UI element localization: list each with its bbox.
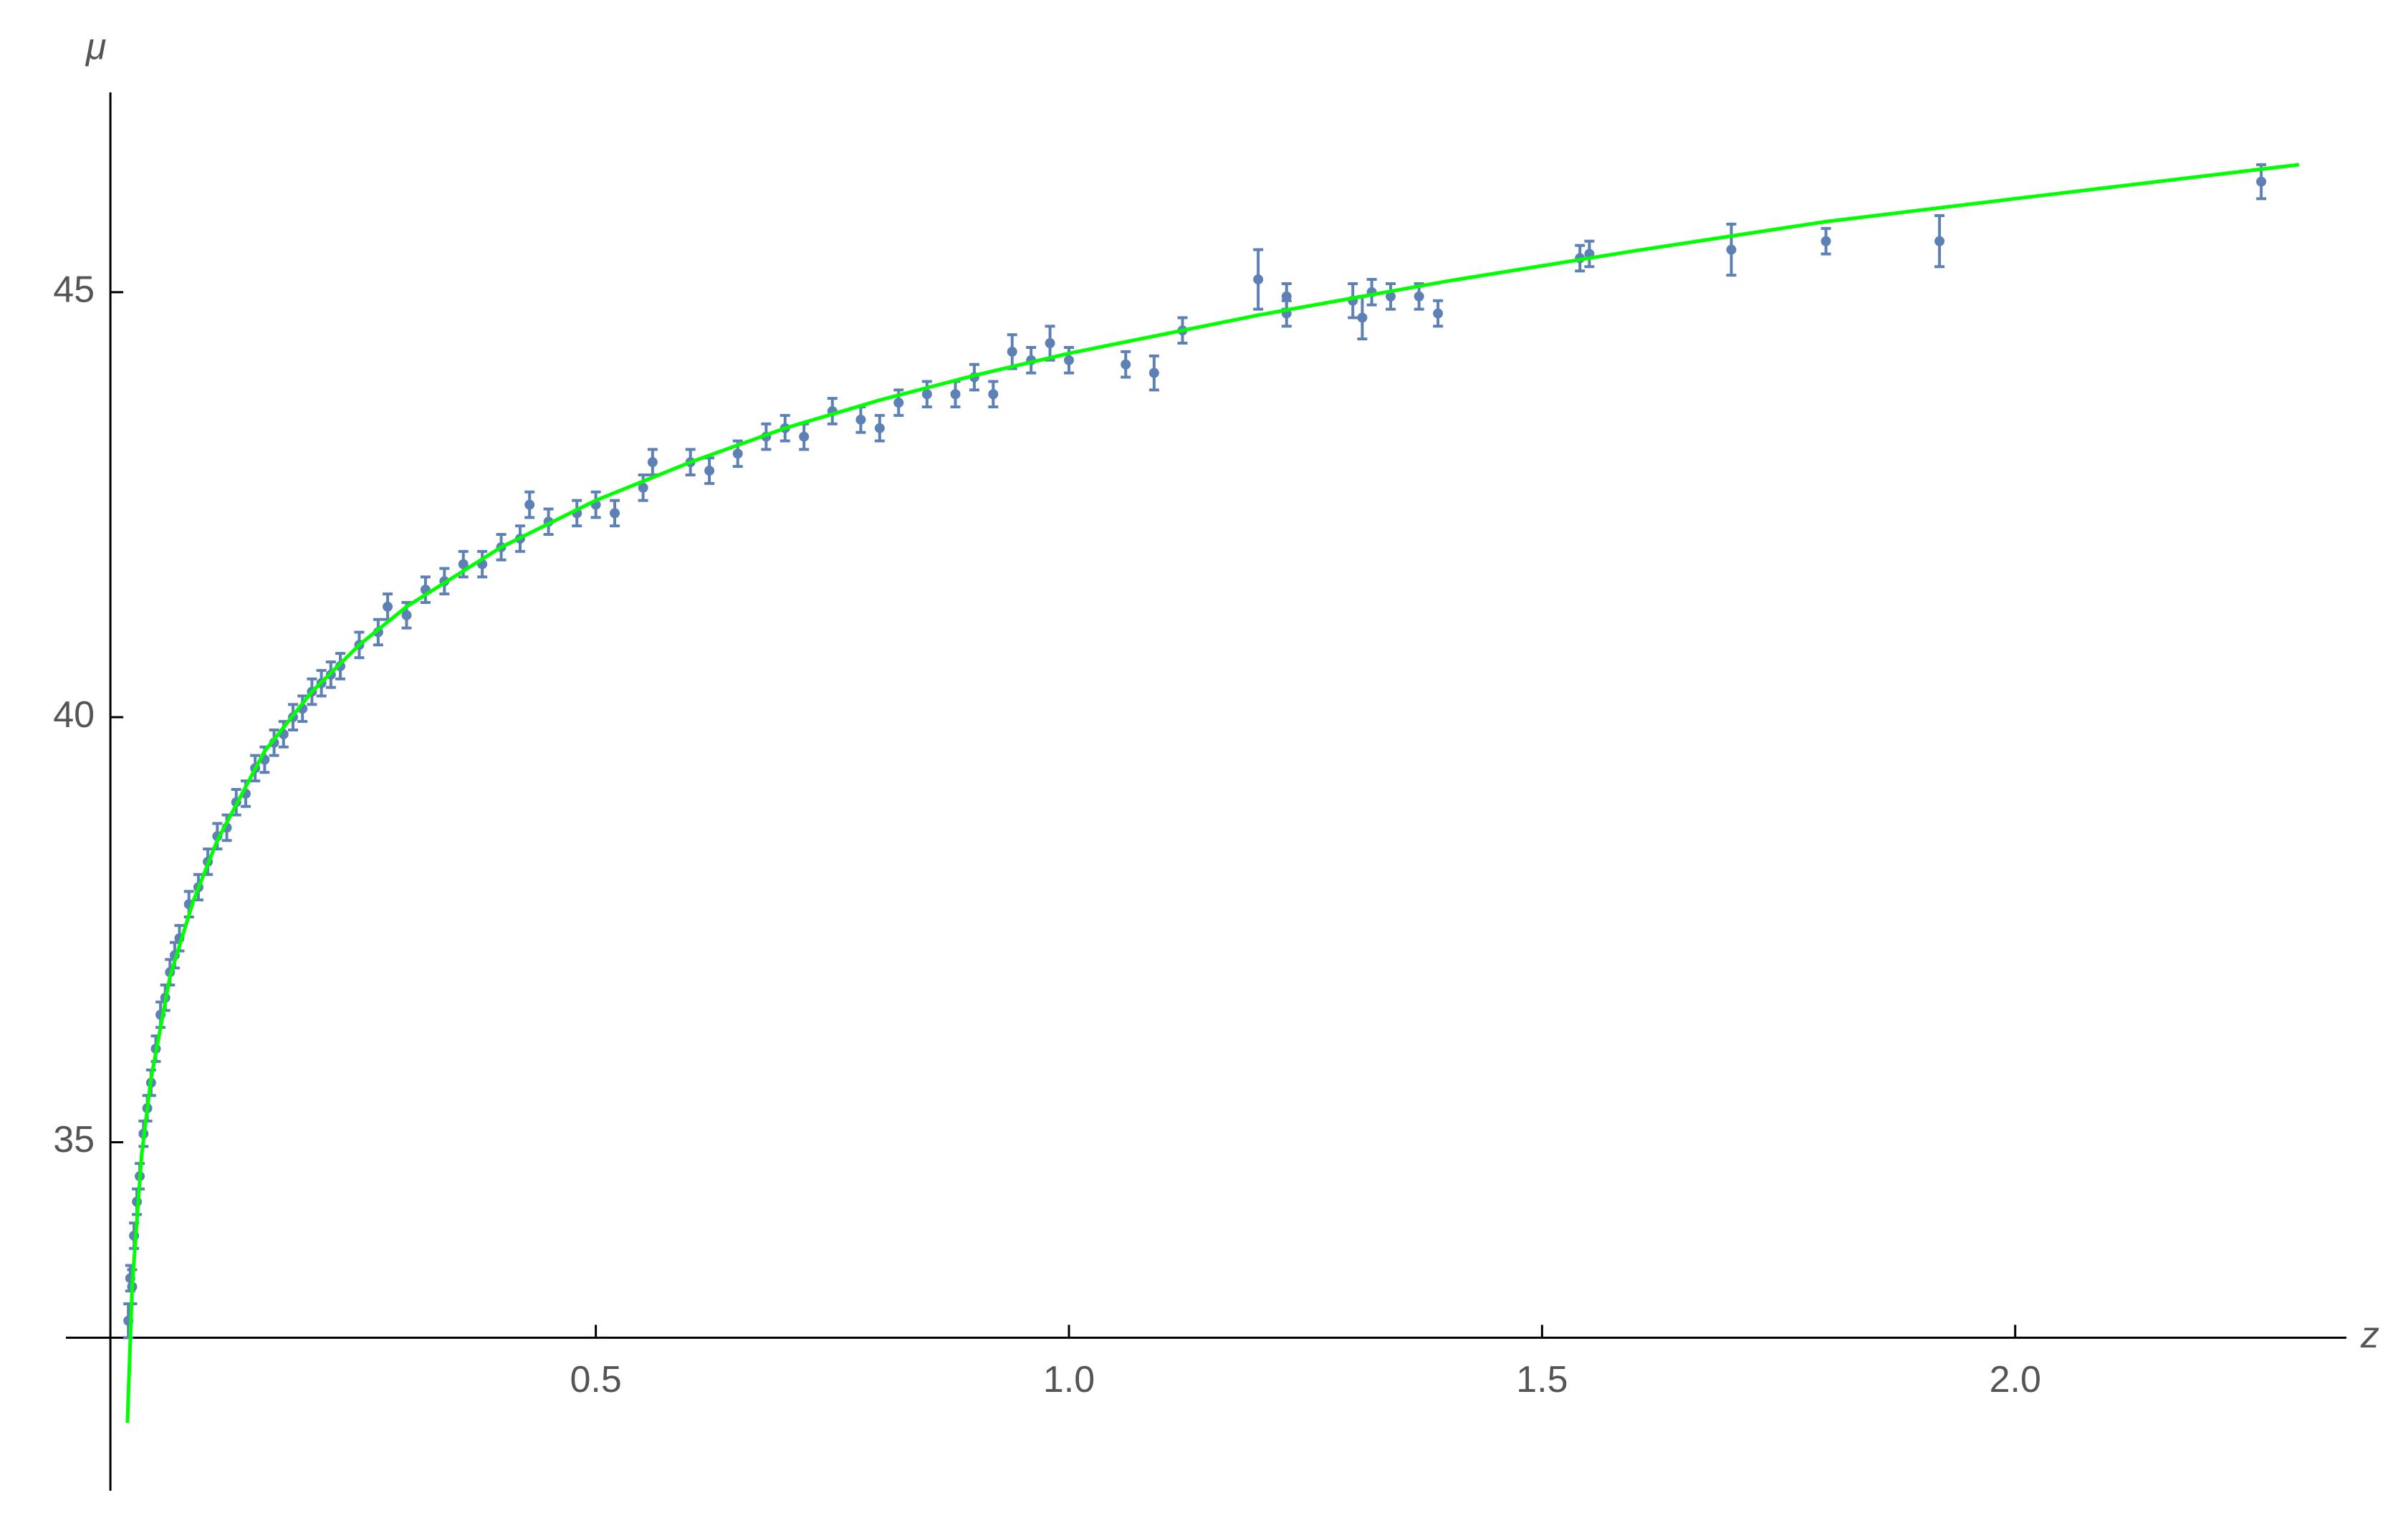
- data-point: [732, 448, 743, 459]
- x-axis-label: z: [2360, 1315, 2379, 1356]
- y-tick-label: 35: [53, 1119, 95, 1161]
- data-point: [638, 482, 648, 493]
- y-tick-label: 40: [53, 694, 95, 736]
- data-point: [610, 508, 620, 519]
- data-point: [401, 610, 412, 620]
- data-point: [1934, 236, 1945, 246]
- data-point: [1821, 236, 1831, 246]
- data-point: [1726, 244, 1737, 255]
- x-tick-label: 0.5: [570, 1359, 621, 1400]
- data-point: [799, 431, 810, 442]
- data-point: [704, 466, 715, 476]
- data-point: [1063, 355, 1074, 365]
- data-point: [1121, 359, 1131, 370]
- data-point: [1007, 346, 1017, 357]
- data-point: [950, 389, 961, 400]
- data-point: [1281, 291, 1292, 302]
- data-point: [1045, 338, 1055, 349]
- data-point: [921, 389, 932, 400]
- data-point: [874, 423, 885, 433]
- data-point: [383, 601, 393, 612]
- data-point: [2256, 176, 2267, 187]
- data-point: [893, 398, 904, 408]
- x-tick-label: 2.0: [1990, 1359, 2041, 1400]
- data-point: [1414, 291, 1424, 302]
- data-point: [458, 559, 469, 570]
- data-point: [1386, 291, 1396, 302]
- data-point: [1253, 274, 1264, 285]
- data-point: [1148, 367, 1159, 378]
- y-axis-label: μ: [85, 27, 107, 68]
- y-tick-label: 45: [53, 269, 95, 311]
- data-point: [988, 389, 999, 400]
- data-point: [647, 457, 658, 468]
- data-point: [855, 414, 866, 425]
- data-point: [524, 499, 535, 510]
- x-tick-label: 1.0: [1043, 1359, 1095, 1400]
- x-tick-label: 1.5: [1516, 1359, 1568, 1400]
- data-point: [1357, 312, 1368, 323]
- fit-line: [125, 163, 2300, 1423]
- data-point: [1433, 308, 1444, 319]
